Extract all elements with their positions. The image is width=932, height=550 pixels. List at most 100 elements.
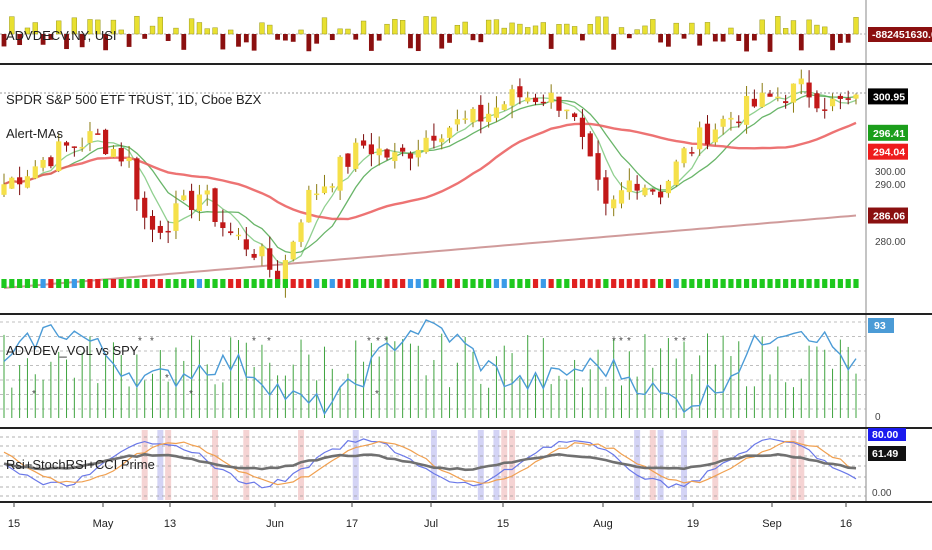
candle-body — [603, 177, 609, 204]
candle-body — [56, 141, 62, 171]
adv-bar-up — [71, 17, 77, 35]
candle-body — [806, 82, 812, 98]
candle-body — [798, 78, 804, 85]
signal-square — [650, 279, 656, 288]
candle-body — [235, 234, 242, 237]
signal-square — [657, 279, 664, 288]
moving-average-lines — [3, 91, 857, 289]
signal-square — [642, 279, 648, 288]
adv-bar-up — [759, 19, 765, 35]
adv-bar-down — [251, 34, 257, 51]
candle-body — [470, 108, 476, 123]
signal-square — [165, 279, 171, 288]
candle-body — [493, 107, 500, 118]
main-pane-title: SPDR S&P 500 ETF TRUST, 1D, Cboe BZX — [6, 92, 262, 107]
rsi-line — [3, 452, 857, 472]
rsi-value-badge-bg — [868, 446, 906, 461]
signal-square — [783, 279, 789, 288]
candle-body — [228, 231, 234, 234]
price-pane[interactable]: SPDR S&P 500 ETF TRUST, 1D, Cboe BZX Ale… — [0, 69, 908, 298]
candle-body — [353, 142, 359, 169]
candle-body — [259, 246, 265, 257]
adv-bar-down — [408, 34, 413, 49]
price-axis[interactable]: 300.00 280.00 290.00 — [875, 167, 906, 248]
adv-decline-pane[interactable]: ADVDECV.NY, USI -88245163​0.00 — [0, 15, 932, 52]
date-label-3: Jun — [266, 518, 284, 530]
adv-bar-down — [415, 34, 421, 52]
adv-volume-bars — [1, 15, 859, 52]
signal-square — [743, 279, 750, 288]
adv-bar-down — [744, 34, 749, 52]
rsi-pane[interactable]: Rsi+StochRSI+CCI Prime 80.00 61.49 0.00 — [0, 428, 906, 500]
adv-bar-down — [290, 34, 296, 42]
advdev-star: * — [682, 336, 686, 347]
rsi-band — [681, 430, 688, 500]
advdev-star: * — [32, 389, 36, 400]
date-label-1: May — [93, 518, 114, 530]
signal-square — [618, 279, 625, 288]
advdev-star: * — [189, 389, 193, 400]
signal-square — [501, 279, 507, 288]
candle-body — [1, 184, 7, 195]
adv-bar-up — [345, 28, 351, 35]
adv-bar-up — [493, 19, 500, 35]
rsi-band — [790, 430, 797, 500]
candle-body — [103, 129, 109, 155]
candle-body — [110, 148, 117, 158]
adv-bar-up — [298, 29, 304, 35]
signal-square — [611, 279, 617, 288]
candle-body — [759, 92, 765, 107]
candle-body — [290, 241, 296, 260]
signal-square — [142, 279, 148, 288]
candle-body — [196, 194, 203, 212]
advdev-star: * — [674, 336, 678, 347]
adv-bar-up — [212, 27, 218, 35]
rsi-band — [657, 430, 664, 500]
date-axis[interactable]: 15 May 13 Jun 17 Jul 15 Aug 19 Sep 16 — [8, 502, 852, 530]
candle-body — [212, 188, 218, 222]
adv-bar-down — [798, 34, 804, 51]
candle-body — [118, 148, 124, 162]
adv-bar-up — [462, 21, 468, 35]
adv-bar-down — [720, 34, 726, 42]
candle-body — [368, 144, 374, 155]
signal-square — [775, 279, 781, 288]
adv-bar-up — [532, 25, 539, 35]
candle-body — [345, 153, 351, 167]
signal-square — [712, 279, 718, 288]
signal-square — [439, 279, 445, 288]
rsi-band — [501, 430, 508, 500]
adv-bar-up — [384, 23, 390, 35]
price-tick-280: 280.00 — [875, 237, 906, 248]
rsi-band — [509, 430, 516, 500]
adv-bar-down — [282, 34, 288, 41]
advdev-pane[interactable]: * * * * * * * * * * * **** * ADVDEV_VOL vs SPY 93 0 — [0, 318, 894, 423]
adv-bar-down — [837, 34, 843, 43]
stoch-k-line — [3, 438, 857, 489]
signal-square — [556, 279, 562, 288]
signal-square — [274, 279, 281, 288]
candle-body — [681, 148, 687, 164]
signal-square — [822, 279, 828, 288]
adv-bar-up — [24, 27, 31, 35]
price-badge-0: 300.95 — [873, 91, 905, 103]
adv-bar-up — [134, 15, 140, 35]
candle-body — [314, 193, 320, 196]
candle-body — [548, 92, 554, 103]
rsi-pane-title: Rsi+StochRSI+CCI Prime — [6, 457, 155, 472]
price-badge-bg — [868, 207, 908, 224]
signal-square — [376, 279, 382, 288]
adv-bar-down — [611, 34, 617, 50]
candle-body — [298, 222, 304, 242]
signal-square — [579, 279, 586, 288]
date-label-0: 15 — [8, 518, 20, 530]
rsi-band — [243, 430, 250, 500]
signal-square — [259, 279, 265, 288]
adv-bar-up — [485, 19, 492, 35]
candle-body — [517, 86, 523, 98]
candle-body — [564, 109, 570, 112]
adv-pane-title: ADVDECV.NY, USI — [6, 28, 117, 43]
indicator-label: Alert-MAs — [6, 126, 64, 141]
candle-body — [431, 135, 437, 141]
